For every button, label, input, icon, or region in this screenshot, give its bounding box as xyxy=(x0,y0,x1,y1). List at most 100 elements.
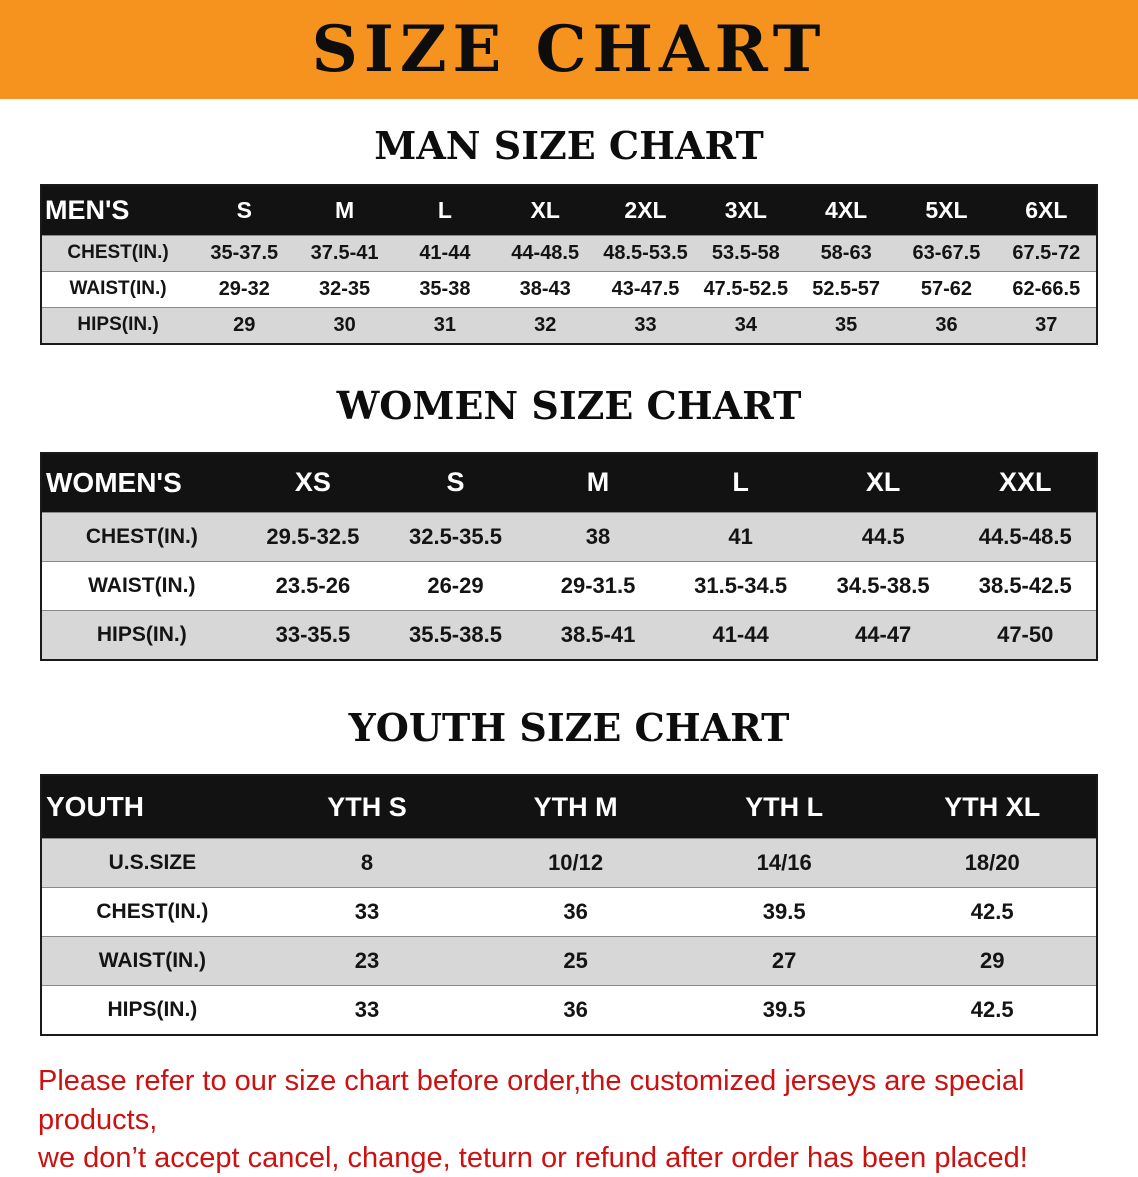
measurement-row: WAIST(IN.) 29-32 32-35 35-38 38-43 43-47.5 47.… xyxy=(41,271,1097,308)
measurement-value-cell: 26-29 xyxy=(427,572,484,598)
measurement-value-cell: 44.5-48.5 xyxy=(978,523,1072,549)
measurement-value-cell: 32-35 xyxy=(319,277,371,300)
row-label-cell: WAIST(IN.) xyxy=(69,278,167,300)
women-size-section: WOMEN SIZE CHART WOMEN'S XS S M L XL XXL CHEST(… xyxy=(0,384,1138,661)
measurement-row: CHEST(IN.) 35-37.5 37.5-41 41-44 44-48.5 48.5… xyxy=(41,235,1097,272)
measurement-value-cell: 33 xyxy=(634,313,657,336)
men-section-heading: MAN SIZE CHART xyxy=(374,123,764,168)
measurement-value-cell: 57-62 xyxy=(920,277,973,300)
men-size-table: MEN'S S M L XL 2XL 3XL 4XL 5XL 6XL CHEST(IN.) 35-37… xyxy=(40,183,1098,345)
measurement-value-cell: 31 xyxy=(433,313,457,336)
measurement-value-cell: 35 xyxy=(835,313,858,336)
row-label-cell: HIPS(IN.) xyxy=(107,998,198,1022)
measurement-value-cell: 38.5-41 xyxy=(560,621,636,647)
measurement-value-cell: 37 xyxy=(1035,313,1058,336)
measurement-value-cell: 25 xyxy=(563,948,588,974)
measurement-value-cell: 62-66.5 xyxy=(1012,277,1081,300)
measurement-row: HIPS(IN.) 29 30 31 32 33 34 35 36 37 xyxy=(41,307,1097,344)
measurement-value-cell: 39.5 xyxy=(762,997,806,1023)
table-title-cell: MEN'S xyxy=(41,184,195,236)
measurement-value-cell: 23.5-26 xyxy=(275,572,351,598)
measurement-value-cell: 37.5-41 xyxy=(310,241,379,264)
measurement-value-cell: 32 xyxy=(534,313,557,336)
measurement-value-cell: 42.5 xyxy=(970,899,1014,925)
measurement-value-cell: 14/16 xyxy=(756,850,812,876)
measurement-value-cell: 63-67.5 xyxy=(912,241,981,264)
size-column-header: M xyxy=(294,184,395,236)
row-label-cell: WAIST(IN.) xyxy=(98,949,207,973)
size-column-header: XS xyxy=(241,452,385,513)
measurement-value-cell: 58-63 xyxy=(820,241,872,264)
size-column-header: YTH S xyxy=(262,775,472,839)
banner: SIZE CHART xyxy=(0,0,1138,99)
measurement-row: HIPS(IN.) 33-35.5 35.5-38.5 38.5-41 41-44 44-… xyxy=(41,610,1097,660)
measurement-value-cell: 34 xyxy=(734,313,757,336)
measurement-value-cell: 32.5-35.5 xyxy=(408,523,502,549)
size-column-header: XXL xyxy=(954,452,1097,513)
row-label-cell: CHEST(IN.) xyxy=(96,900,209,924)
row-label-cell: CHEST(IN.) xyxy=(67,242,169,264)
measurement-value-cell: 53.5-58 xyxy=(711,241,780,264)
measurement-value-cell: 34.5-38.5 xyxy=(836,572,930,598)
measurement-value-cell: 29-32 xyxy=(218,277,270,300)
size-column-header: XL xyxy=(495,184,596,236)
table-title-cell: WOMEN'S xyxy=(41,452,242,513)
measurement-value-cell: 38.5-42.5 xyxy=(978,572,1072,598)
measurement-value-cell: 35.5-38.5 xyxy=(408,621,502,647)
measurement-row: CHEST(IN.) 29.5-32.5 32.5-35.5 38 41 44.5 44.5… xyxy=(41,512,1097,562)
measurement-value-cell: 44-48.5 xyxy=(511,241,580,264)
women-size-table: WOMEN'S XS S M L XL XXL CHEST(IN.) 29.5-32.5 32.5… xyxy=(40,451,1098,661)
measurement-value-cell: 47.5-52.5 xyxy=(703,277,789,300)
measurement-value-cell: 27 xyxy=(771,948,797,974)
measurement-value-cell: 36 xyxy=(563,997,588,1023)
table-header-row: WOMEN'S XS S M L XL XXL xyxy=(41,452,1097,513)
measurement-value-cell: 67.5-72 xyxy=(1012,241,1081,264)
measurement-row: U.S.SIZE 8 10/12 14/16 18/20 xyxy=(41,838,1097,888)
measurement-value-cell: 29-31.5 xyxy=(560,572,636,598)
youth-size-section: YOUTH SIZE CHART YOUTH YTH S YTH M YTH L YTH… xyxy=(0,704,1138,1037)
youth-section-heading: YOUTH SIZE CHART xyxy=(348,704,790,750)
measurement-value-cell: 41 xyxy=(728,523,753,549)
size-column-header: XL xyxy=(811,452,955,513)
size-column-header: YTH M xyxy=(471,775,680,839)
measurement-value-cell: 39.5 xyxy=(762,899,806,925)
row-label-cell: HIPS(IN.) xyxy=(96,622,187,646)
row-label-cell: HIPS(IN.) xyxy=(77,314,159,336)
measurement-value-cell: 10/12 xyxy=(548,850,604,876)
measurement-value-cell: 33 xyxy=(354,899,380,925)
row-label-cell: CHEST(IN.) xyxy=(85,524,198,548)
measurement-value-cell: 47-50 xyxy=(997,621,1054,647)
disclaimer: Please refer to our size chart before or… xyxy=(38,1062,1138,1177)
men-size-section: MAN SIZE CHART MEN'S S M L XL 2XL 3XL 4XL 5XL 6XL… xyxy=(0,125,1138,345)
size-column-header: 4XL xyxy=(795,184,897,236)
disclaimer-line-2: we don’t accept cancel, change, teturn o… xyxy=(38,1141,1028,1174)
measurement-value-cell: 36 xyxy=(935,313,958,336)
measurement-value-cell: 35-37.5 xyxy=(210,241,279,264)
measurement-value-cell: 41-44 xyxy=(712,621,769,647)
measurement-value-cell: 35-38 xyxy=(419,277,471,300)
measurement-value-cell: 44-47 xyxy=(855,621,912,647)
size-column-header: L xyxy=(669,452,812,513)
measurement-value-cell: 41-44 xyxy=(419,241,471,264)
measurement-value-cell: 36 xyxy=(563,899,588,925)
size-column-header: 3XL xyxy=(695,184,796,236)
disclaimer-line-1: Please refer to our size chart before or… xyxy=(38,1065,1025,1136)
measurement-value-cell: 52.5-57 xyxy=(812,277,881,300)
size-column-header: YTH L xyxy=(679,775,889,839)
size-column-header: 2XL xyxy=(595,184,696,236)
size-column-header: 5XL xyxy=(896,184,997,236)
table-header-row: YOUTH YTH S YTH M YTH L YTH XL xyxy=(41,775,1097,839)
page-title: SIZE CHART xyxy=(311,11,827,87)
row-label-cell: U.S.SIZE xyxy=(108,851,197,875)
measurement-value-cell: 29.5-32.5 xyxy=(266,523,360,549)
size-column-header: YTH XL xyxy=(888,775,1097,839)
measurement-value-cell: 8 xyxy=(360,850,374,876)
size-column-header: L xyxy=(394,184,496,236)
measurement-value-cell: 30 xyxy=(333,313,356,336)
measurement-value-cell: 29 xyxy=(233,313,256,336)
measurement-row: CHEST(IN.) 33 36 39.5 42.5 xyxy=(41,887,1097,937)
table-header-row: MEN'S S M L XL 2XL 3XL 4XL 5XL 6XL xyxy=(41,184,1097,236)
measurement-value-cell: 33 xyxy=(354,997,380,1023)
measurement-value-cell: 44.5 xyxy=(861,523,905,549)
